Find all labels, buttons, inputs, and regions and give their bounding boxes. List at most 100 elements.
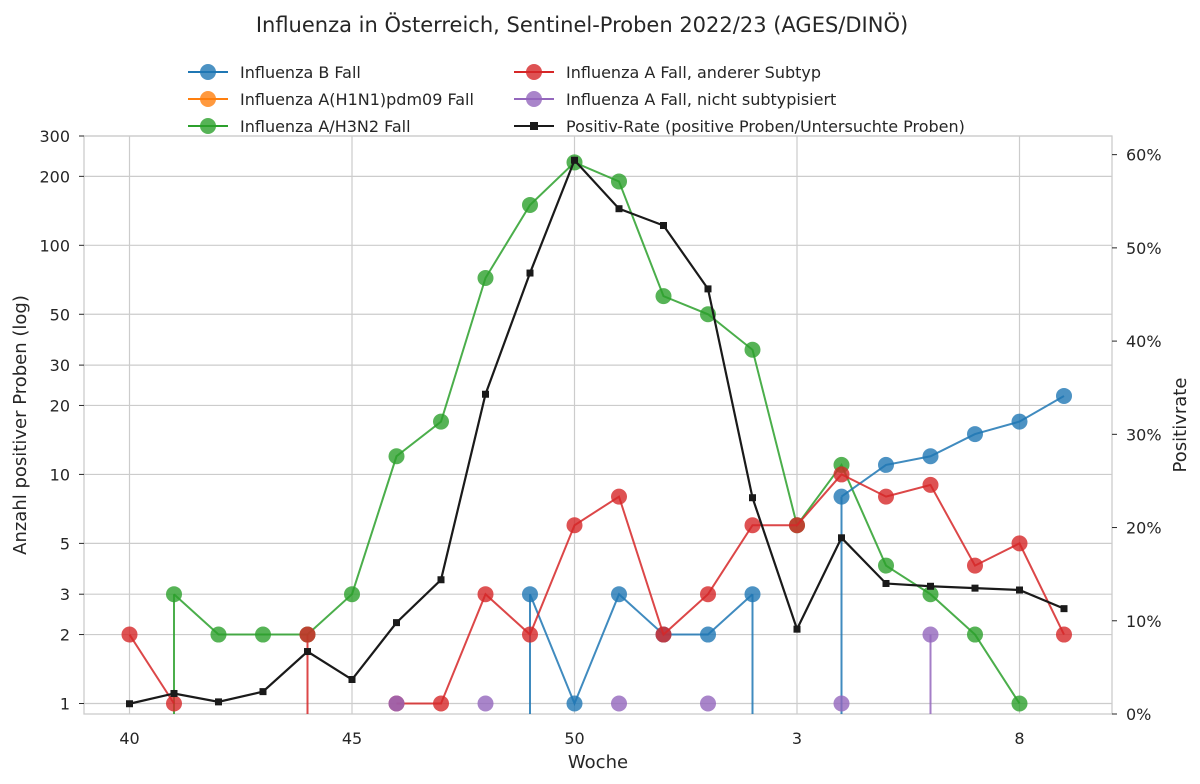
- data-point: [299, 626, 316, 643]
- data-point: [388, 695, 405, 712]
- data-point: [655, 626, 672, 643]
- data-point: [477, 586, 494, 603]
- rate-marker: [259, 688, 267, 696]
- series-4: [388, 626, 939, 712]
- data-point: [344, 586, 360, 603]
- data-point: [611, 173, 627, 190]
- data-point: [210, 626, 227, 643]
- rate-marker: [348, 676, 356, 684]
- x-tick-label: 50: [564, 729, 584, 748]
- data-point: [700, 586, 716, 603]
- data-point: [1056, 626, 1072, 643]
- data-point: [744, 586, 761, 603]
- data-point: [477, 269, 494, 286]
- rate-marker: [571, 156, 578, 164]
- data-point: [477, 695, 494, 712]
- series-line: [529, 592, 754, 707]
- legend-label: Positiv-Rate (positive Proben/Untersucht…: [566, 117, 965, 136]
- rate-marker: [749, 494, 756, 502]
- legend-marker: [200, 118, 216, 134]
- data-point: [566, 695, 583, 712]
- legend-label: Influenza A/H3N2 Fall: [240, 117, 411, 136]
- rate-marker: [304, 648, 311, 656]
- x-tick-label: 40: [119, 729, 139, 748]
- data-point: [700, 626, 716, 643]
- data-point: [121, 626, 138, 643]
- data-point: [1056, 387, 1072, 404]
- rate-marker: [126, 700, 133, 708]
- rate-marker: [526, 269, 534, 277]
- x-axis: 40 45 50 3 8: [119, 729, 1024, 748]
- y-axis-left: 1 2 3 5 10 20 30 50 100 200 300: [39, 127, 84, 714]
- y2-tick-label: 10%: [1126, 612, 1162, 631]
- y-tick-label: 20: [50, 396, 70, 415]
- data-point: [878, 557, 894, 574]
- y2-tick-label: 0%: [1126, 705, 1151, 724]
- data-point: [655, 288, 672, 305]
- rate-marker: [393, 619, 400, 627]
- rate-marker: [971, 584, 979, 592]
- series-3: [121, 466, 1072, 712]
- data-point: [833, 695, 850, 712]
- data-point: [922, 448, 939, 465]
- series-line: [840, 395, 1065, 498]
- legend-label: Influenza A Fall, anderer Subtyp: [566, 63, 821, 82]
- y-axis-right: 0% 10% 20% 30% 40% 50% 60%: [1112, 146, 1162, 724]
- x-axis-label: Woche: [568, 752, 628, 773]
- rate-marker: [927, 582, 934, 590]
- data-point: [522, 586, 538, 603]
- rate-marker: [170, 689, 178, 697]
- y2-tick-label: 20%: [1126, 519, 1162, 538]
- y2-tick-label: 40%: [1126, 332, 1162, 351]
- rate-marker: [437, 576, 445, 584]
- grid: [84, 135, 1112, 714]
- legend: Influenza B Fall Influenza A(H1N1)pdm09 F…: [188, 63, 965, 136]
- legend-marker: [200, 91, 216, 107]
- data-point: [433, 413, 449, 430]
- x-tick-label: 3: [792, 729, 802, 748]
- y-tick-label: 200: [39, 167, 70, 186]
- rate-marker: [615, 205, 623, 213]
- y2-tick-label: 60%: [1126, 146, 1162, 165]
- legend-label: Influenza B Fall: [240, 63, 361, 82]
- legend-label: Influenza A(H1N1)pdm09 Fall: [240, 90, 474, 109]
- data-point: [789, 517, 805, 534]
- plot-frame: [83, 135, 1113, 715]
- data-point: [833, 466, 850, 483]
- y-tick-label: 50: [50, 305, 70, 324]
- series-line: [396, 473, 1065, 705]
- data-point: [878, 456, 894, 473]
- data-point: [255, 626, 271, 643]
- legend-item: Positiv-Rate (positive Proben/Untersucht…: [514, 117, 965, 136]
- rate-marker: [882, 579, 890, 587]
- series-5: [126, 156, 1068, 708]
- rate-marker: [793, 625, 801, 633]
- data-point: [1011, 695, 1028, 712]
- rate-marker: [704, 285, 712, 293]
- data-point: [522, 196, 538, 213]
- y2-tick-label: 30%: [1126, 425, 1162, 444]
- data-point: [166, 586, 182, 603]
- data-point: [388, 448, 405, 465]
- data-point: [922, 476, 939, 493]
- data-point: [522, 626, 538, 643]
- data-point: [967, 426, 983, 443]
- drop-lines: [173, 496, 932, 714]
- legend-item: Influenza A(H1N1)pdm09 Fall: [188, 90, 474, 109]
- data-point: [1011, 535, 1028, 552]
- data-point: [611, 695, 627, 712]
- rate-marker: [1016, 586, 1023, 594]
- data-point: [878, 488, 894, 505]
- data-point: [433, 695, 449, 712]
- y2-axis-label: Positivrate: [1170, 378, 1191, 473]
- series-line: [173, 161, 1021, 705]
- data-point: [611, 586, 627, 603]
- legend-marker: [526, 64, 542, 80]
- legend-item: Influenza B Fall: [188, 63, 361, 82]
- series-layer: [121, 154, 1072, 712]
- y-tick-label: 1: [60, 695, 70, 714]
- data-point: [611, 488, 627, 505]
- rate-marker: [660, 221, 667, 229]
- legend-marker: [526, 91, 542, 107]
